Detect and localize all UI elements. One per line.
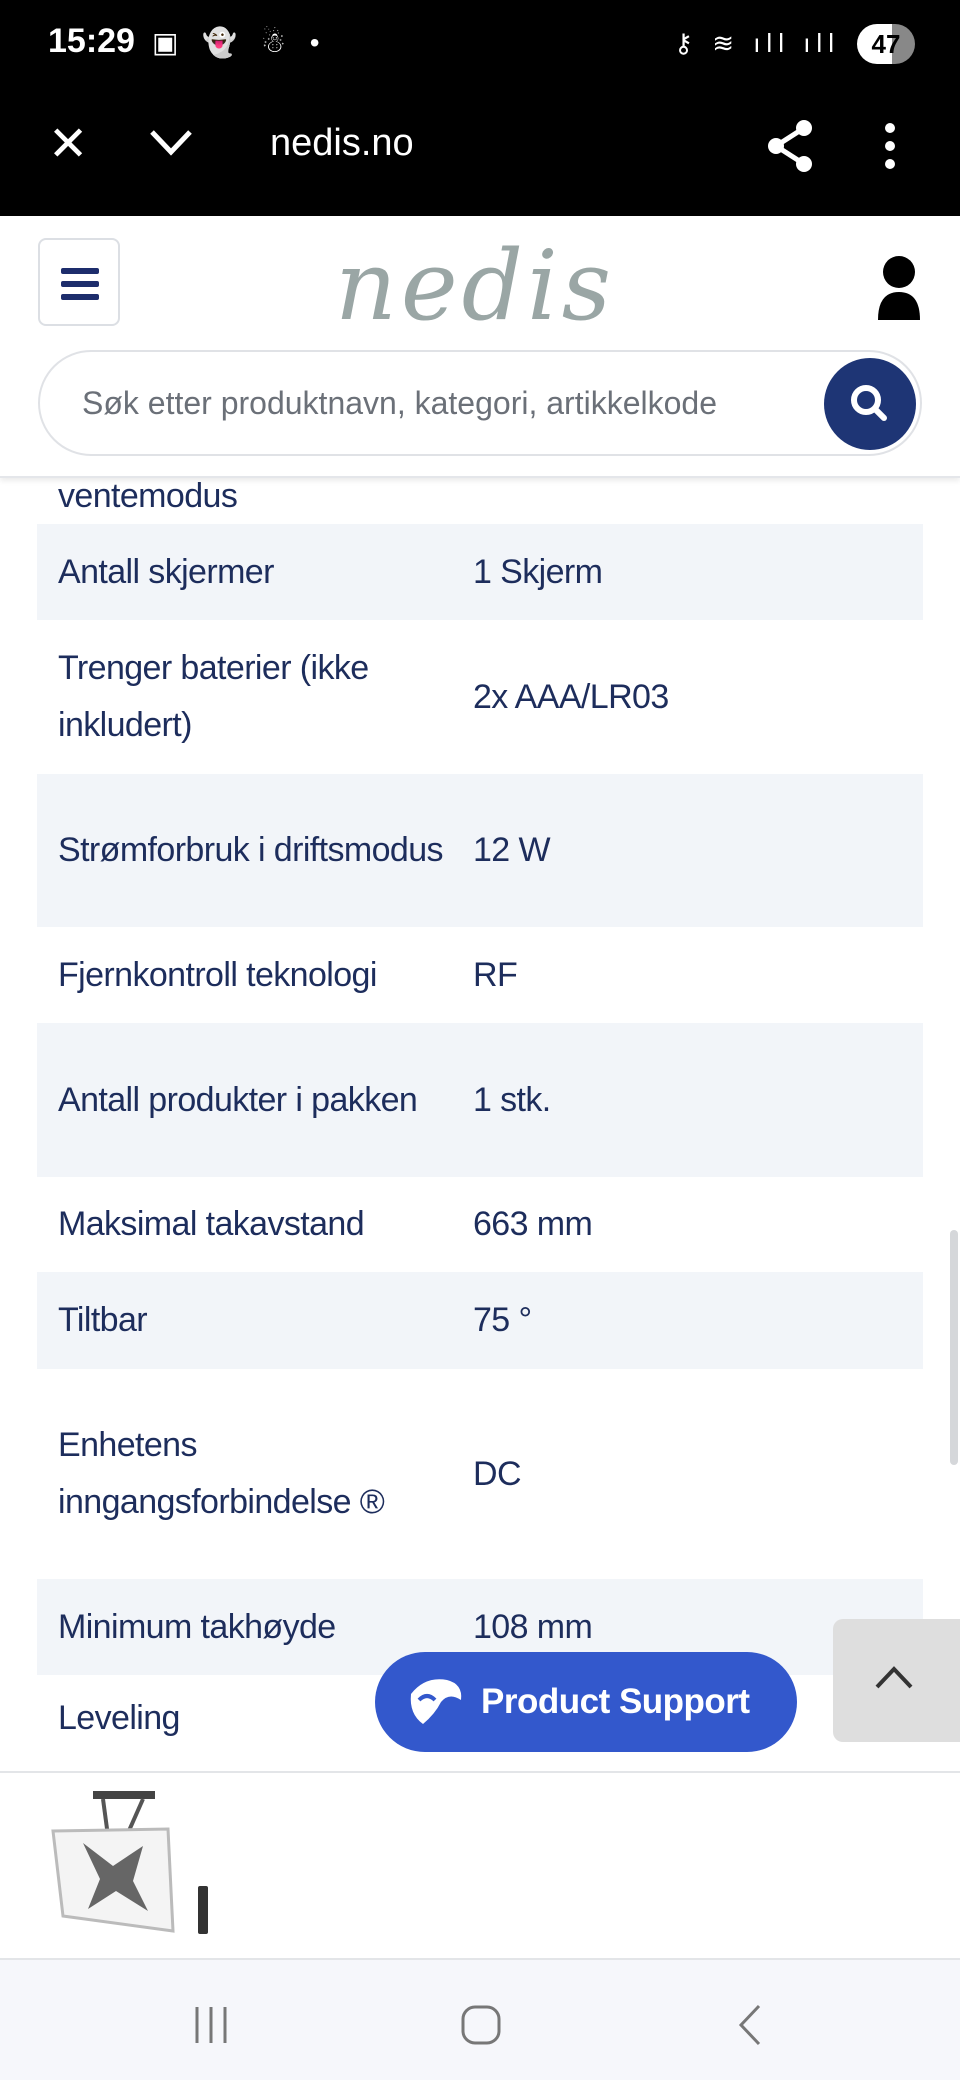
spec-row: Maksimal takavstand 663 mm xyxy=(37,1177,923,1272)
spec-value: 1 Skjerm xyxy=(473,552,603,591)
search-icon xyxy=(851,385,887,421)
search-input[interactable] xyxy=(82,378,842,428)
menu-button[interactable] xyxy=(38,238,120,326)
url-text[interactable]: nedis.no xyxy=(270,122,414,164)
sticky-product-bar xyxy=(0,1771,960,1960)
spec-label: Trenger baterier (ikke inkludert) xyxy=(58,649,369,744)
spec-value: RF xyxy=(473,955,518,994)
search-button[interactable] xyxy=(824,358,916,450)
user-account-icon[interactable] xyxy=(876,254,922,324)
spec-label: Leveling xyxy=(58,1698,180,1737)
spec-label: Maksimal takavstand xyxy=(58,1205,365,1243)
page-scrollbar[interactable] xyxy=(950,1230,958,1465)
spec-row: Fjernkontroll teknologi RF xyxy=(37,927,923,1023)
back-icon[interactable] xyxy=(735,2004,765,2046)
system-and-browser-bar: 15:29 ▣ 👻 ☃ • ⚷ ≋ ıll ıll 47 ✕ nedis.no xyxy=(0,0,960,216)
spec-row: Tiltbar 75 ° xyxy=(37,1272,923,1369)
more-options-icon[interactable] xyxy=(880,122,900,172)
spec-row-partial: ventemodus xyxy=(37,468,923,524)
spec-row: Minimum takhøyde 108 mm xyxy=(37,1579,923,1675)
share-icon[interactable] xyxy=(764,118,816,174)
spec-label: Antall produkter i pakken xyxy=(58,1080,418,1119)
home-icon[interactable] xyxy=(460,2004,502,2046)
spec-value: 663 mm xyxy=(473,1205,593,1243)
product-support-label: Product Support xyxy=(481,1682,750,1721)
battery-icon: 47 xyxy=(857,24,915,64)
status-time: 15:29 xyxy=(48,22,135,60)
spec-value: 2x AAA/LR03 xyxy=(473,677,669,716)
support-logo-icon xyxy=(410,1679,462,1724)
spec-value: 108 mm xyxy=(473,1607,593,1646)
spec-value: 1 stk. xyxy=(473,1080,551,1119)
spec-label: Tiltbar xyxy=(58,1301,148,1339)
spec-row: Strømforbruk i driftsmodus 12 W xyxy=(37,774,923,927)
close-icon[interactable]: ✕ xyxy=(48,118,89,171)
spec-row: Antall skjermer 1 Skjerm xyxy=(37,524,923,620)
spec-value: 75 ° xyxy=(473,1301,532,1339)
spec-value: DC xyxy=(473,1454,522,1493)
chevron-down-icon[interactable] xyxy=(148,128,194,158)
chevron-up-icon xyxy=(875,1666,913,1689)
back-to-top-button[interactable] xyxy=(833,1619,960,1742)
spec-label: Fjernkontroll teknologi xyxy=(58,955,377,994)
spec-row: Antall produkter i pakken 1 stk. xyxy=(37,1023,923,1177)
spec-label: Enhetens inngangsforbindelse ® xyxy=(58,1426,385,1521)
status-icons: ⚷ ≋ ıll ıll xyxy=(673,28,840,58)
android-nav-bar xyxy=(0,1960,960,2080)
spec-row: Enhetens inngangsforbindelse ® DC xyxy=(37,1369,923,1579)
spec-row: Trenger baterier (ikke inkludert) 2x AAA/… xyxy=(37,620,923,774)
product-thumbnail[interactable] xyxy=(48,1791,213,1949)
spec-row: Leveling xyxy=(37,1675,923,1761)
spec-value: 12 W xyxy=(473,831,551,869)
spec-label: Minimum takhøyde xyxy=(58,1607,336,1646)
product-support-button[interactable]: Product Support xyxy=(375,1652,797,1752)
search-bar xyxy=(38,350,922,456)
spec-label: Antall skjermer xyxy=(58,552,274,591)
notification-icons: ▣ 👻 ☃ • xyxy=(152,27,328,58)
recent-apps-icon[interactable] xyxy=(193,2005,233,2045)
site-header: nedis xyxy=(0,216,960,478)
spec-label: ventemodus xyxy=(58,477,238,515)
nedis-logo[interactable]: nedis xyxy=(335,230,616,342)
spec-label: Strømforbruk i driftsmodus xyxy=(58,831,444,869)
specifications-table: ventemodus Antall skjermer 1 Skjerm Treng… xyxy=(37,477,923,1761)
